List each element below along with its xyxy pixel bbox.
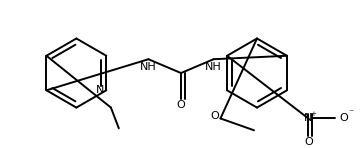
Text: NH: NH [140,62,157,72]
Text: N: N [304,114,312,123]
Text: NH: NH [205,62,222,72]
Text: O: O [304,137,313,147]
Text: O: O [177,100,185,110]
Text: O: O [210,111,219,122]
Text: ⁻: ⁻ [348,108,353,119]
Text: N: N [96,85,105,95]
Text: O: O [340,114,348,123]
Text: +: + [310,111,316,116]
